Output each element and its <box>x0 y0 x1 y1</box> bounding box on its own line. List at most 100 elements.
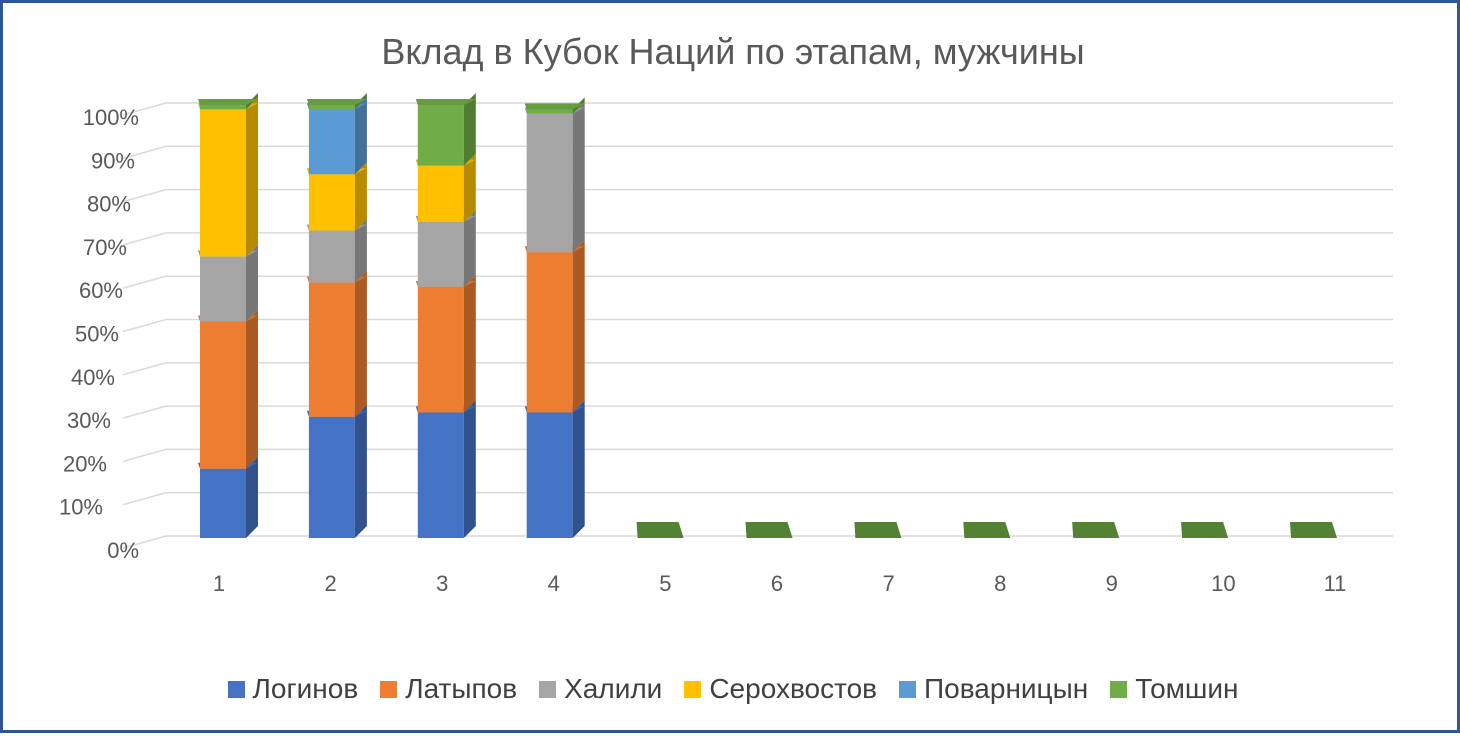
legend-swatch <box>1110 680 1128 698</box>
bar-segment-side <box>354 404 367 538</box>
bar-segment-top <box>306 99 367 105</box>
gridline-depth <box>122 448 167 463</box>
legend-swatch <box>539 680 557 698</box>
y-tick-label: 50% <box>75 322 119 347</box>
bar-segment-side <box>572 400 585 538</box>
bar-segment <box>308 105 355 110</box>
bar-segment <box>308 230 355 283</box>
bar-segment-side <box>354 97 367 175</box>
y-tick-label: 10% <box>59 495 103 520</box>
x-tick-label: 7 <box>882 571 894 596</box>
legend-swatch <box>380 680 398 698</box>
gridline-depth <box>122 362 167 376</box>
empty-bar-slab <box>963 522 1011 538</box>
bar-segment <box>200 256 246 322</box>
y-tick-label: 40% <box>71 365 115 390</box>
bar-segment-side <box>463 400 476 538</box>
y-tick-label: 80% <box>87 192 131 217</box>
bar-segment-side <box>354 162 367 231</box>
x-tick-label: 10 <box>1211 571 1235 596</box>
bar-segment <box>308 174 355 231</box>
chart-legend: Логинов Латыпов Халили Серохвостов Поварницы… <box>3 673 1460 705</box>
bar-segment <box>526 412 573 538</box>
bar-segment-side <box>246 309 258 469</box>
x-tick-label: 5 <box>659 571 671 596</box>
bar-segment-side <box>572 101 585 253</box>
bar-segment <box>200 321 246 469</box>
gridline-depth <box>122 405 167 419</box>
legend-label: Поварницын <box>924 673 1089 704</box>
gridline-depth <box>122 318 167 333</box>
bar-segment <box>308 282 355 417</box>
bar-segment-side <box>463 153 476 222</box>
empty-bar-slab <box>854 522 902 538</box>
bar-segment-side <box>572 240 585 413</box>
bar-segment-side <box>463 274 476 413</box>
legend-item: Латыпов <box>380 673 517 705</box>
bar-segment <box>200 105 246 110</box>
x-tick-label: 9 <box>1106 571 1118 596</box>
y-tick-label: 30% <box>67 408 111 433</box>
empty-bar-slab <box>1290 522 1337 538</box>
gridline-depth <box>122 491 167 506</box>
bar-segment-side <box>246 97 258 257</box>
bar-segment-side <box>246 456 258 538</box>
bar-segment-side <box>463 93 476 166</box>
legend-item: Томшин <box>1110 673 1239 705</box>
legend-label: Логинов <box>252 673 359 704</box>
y-tick-label: 60% <box>79 278 123 303</box>
bar-segment <box>417 286 464 413</box>
y-tick-label: 70% <box>83 235 127 260</box>
legend-label: Серохвостов <box>709 673 878 704</box>
bar-segment <box>526 252 573 413</box>
bar-segment <box>526 109 573 114</box>
gridline-depth <box>122 535 167 549</box>
y-tick-label: 100% <box>83 105 139 130</box>
x-tick-label: 3 <box>436 571 448 596</box>
legend-label: Латыпов <box>405 673 518 704</box>
empty-bar-slab <box>1072 522 1120 538</box>
legend-label: Томшин <box>1135 673 1239 704</box>
y-tick-label: 90% <box>91 148 135 173</box>
bar-segment-top <box>524 103 585 110</box>
bar-segment <box>200 468 246 538</box>
legend-item: Поварницын <box>899 673 1088 705</box>
chart-title: Вклад в Кубок Наций по этапам, мужчины <box>381 31 1085 72</box>
gridline-depth <box>122 102 167 116</box>
bar-segment <box>308 416 355 538</box>
empty-bar-slab <box>1181 522 1229 538</box>
bar-segment <box>417 105 464 166</box>
bar-segment <box>526 113 573 253</box>
legend-item: Серохвостов <box>684 673 877 705</box>
bar-segment-top <box>198 99 258 105</box>
chart-plot-area: 0%10% 20% 30% 40% 50% 60% 70% 80% 90% 100% 1 2 3 4 5 6 7… <box>59 93 1393 596</box>
empty-bar-slab <box>745 522 793 538</box>
gridline-depth <box>122 232 167 246</box>
bar-segment-side <box>463 209 476 287</box>
bar-segment-side <box>354 270 367 417</box>
x-tick-label: 6 <box>771 571 783 596</box>
bar-segment <box>417 221 464 287</box>
legend-swatch <box>227 680 245 698</box>
gridline-depth <box>122 275 167 289</box>
legend-swatch <box>684 680 702 698</box>
bar-segment <box>417 412 464 538</box>
gridline-depth <box>122 188 167 203</box>
x-tick-label: 2 <box>324 571 336 596</box>
bar-segment <box>417 165 464 222</box>
x-tick-label: 11 <box>1324 571 1347 596</box>
gridline-depth <box>122 145 167 160</box>
bar-segment <box>308 109 355 175</box>
x-tick-label: 8 <box>994 571 1006 596</box>
legend-item: Логинов <box>227 673 359 705</box>
x-tick-label: 4 <box>548 571 560 596</box>
legend-swatch <box>899 680 917 698</box>
legend-label: Халили <box>564 673 663 704</box>
legend-item: Халили <box>539 673 662 705</box>
bar-segment-top <box>415 99 476 105</box>
y-tick-label: 0% <box>107 538 139 563</box>
bar-segment <box>200 109 246 257</box>
bar-segment-side <box>354 218 367 283</box>
y-tick-label: 20% <box>63 451 107 476</box>
